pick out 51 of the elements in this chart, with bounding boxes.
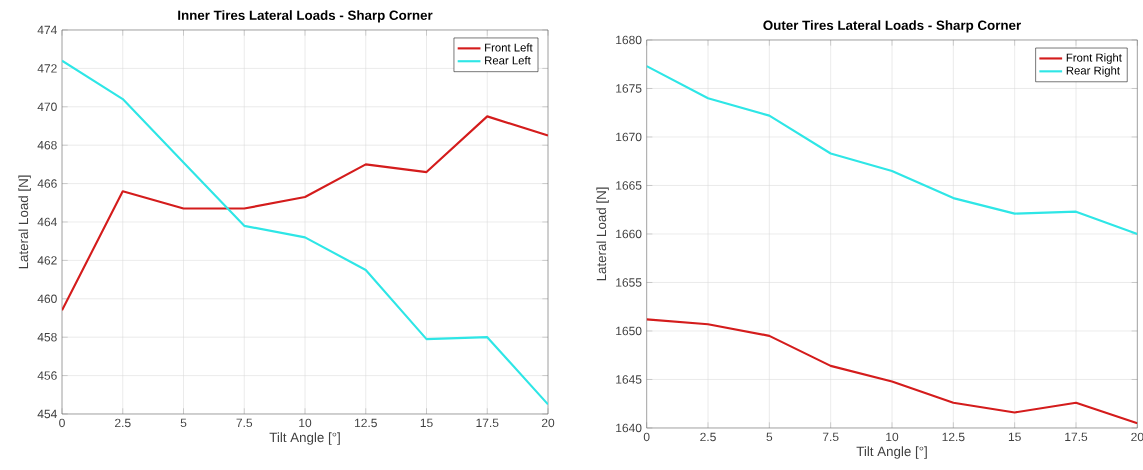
y-tick-label: 1650 [616,326,642,336]
x-tick-label: 20 [541,418,555,428]
x-tick-label: 10 [886,432,899,442]
y-tick-label: 464 [37,217,57,227]
x-tick-label: 2.5 [115,418,131,428]
y-tick-label: 1675 [616,84,642,93]
legend-label: Rear Right [1066,66,1120,77]
x-tick-label: 10 [299,418,312,428]
x-tick-label: 12.5 [355,418,377,428]
chart-title: Inner Tires Lateral Loads - Sharp Corner [178,10,433,23]
x-tick-label: 12.5 [942,432,965,442]
x-tick-label: 5 [180,418,187,428]
y-tick-label: 1660 [616,229,642,239]
y-tick-label: 466 [37,179,57,188]
x-tick-label: 7.5 [822,432,839,442]
x-tick-label: 7.5 [236,418,253,428]
x-tick-label: 15 [1008,432,1021,442]
x-tick-label: 2.5 [700,432,716,442]
x-tick-label: 20 [1131,432,1143,442]
chart-title: Outer Tires Lateral Loads - Sharp Corner [763,20,1021,33]
y-tick-label: 454 [37,409,57,419]
y-axis-title: Lateral Load [N] [596,187,609,281]
x-tick-label: 5 [766,432,773,442]
y-tick-label: 1655 [616,278,642,287]
x-tick-label: 15 [420,418,433,428]
y-tick-label: 474 [37,25,57,35]
x-tick-label: 0 [643,432,650,442]
x-tick-label: 0 [59,418,65,428]
y-tick-label: 1645 [616,375,642,384]
line-series [646,318,1138,425]
y-tick-label: 468 [37,140,57,150]
x-tick-label: 17.5 [1065,432,1088,442]
y-tick-label: 470 [37,102,57,112]
y-tick-label: 1665 [616,181,642,190]
y-tick-label: 1640 [616,423,642,433]
x-axis-title: Tilt Angle [°] [269,432,340,445]
y-tick-label: 1680 [616,35,642,45]
y-axis-title: Lateral Load [N] [18,175,31,269]
legend-label: Front Right [1066,53,1122,64]
y-tick-label: 458 [37,332,57,342]
y-tick-label: 1670 [616,132,642,142]
x-tick-label: 17.5 [476,418,499,428]
line-series [646,65,1138,236]
legend-label: Front Left [485,43,533,52]
legend-label: Rear Left [485,56,531,65]
y-tick-label: 460 [37,294,57,304]
y-tick-label: 456 [37,371,57,380]
line-series [62,115,548,312]
y-tick-label: 462 [37,256,57,265]
x-axis-title: Tilt Angle [°] [856,446,927,459]
y-tick-label: 472 [37,64,57,73]
